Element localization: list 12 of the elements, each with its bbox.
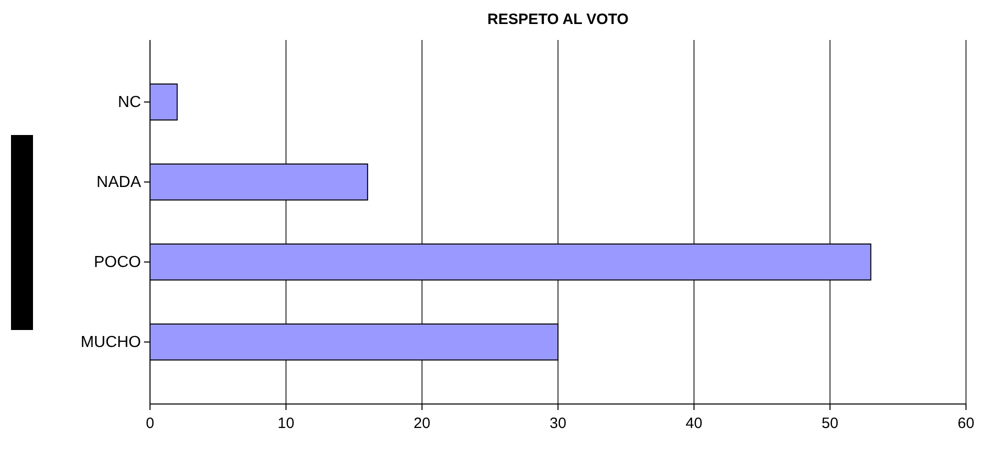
x-tick-label: 30 [550, 415, 566, 432]
y-tick-label: NC [118, 94, 141, 112]
chart-title: RESPETO AL VOTO [487, 11, 629, 28]
x-tick-label: 10 [278, 415, 294, 432]
x-tick-label: 60 [958, 415, 974, 432]
y-tick-label: POCO [94, 254, 141, 272]
x-tick-label: 20 [414, 415, 430, 432]
x-tick-label: 50 [822, 415, 838, 432]
x-tick-label: 0 [146, 415, 154, 432]
y-tick-label: NADA [96, 174, 142, 192]
x-tick-label: 40 [686, 415, 702, 432]
y-tick-label: MUCHO [80, 334, 141, 352]
